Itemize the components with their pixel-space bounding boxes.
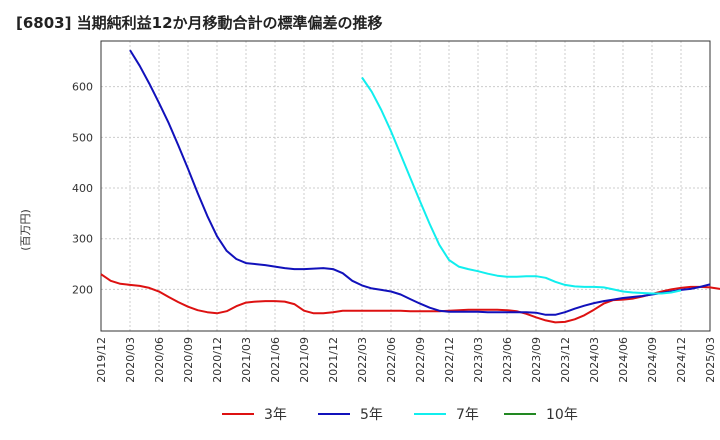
x-tick-label: 2024/12 xyxy=(675,337,688,383)
x-tick-label: 2025/03 xyxy=(704,337,717,383)
y-tick-label: 300 xyxy=(72,233,93,246)
x-tick-label: 2022/12 xyxy=(443,337,456,383)
x-tick-label: 2024/03 xyxy=(588,337,601,383)
x-tick-label: 2024/09 xyxy=(646,337,659,383)
legend-label: 5年 xyxy=(360,407,383,423)
plot-frame xyxy=(100,40,711,332)
series-line-2 xyxy=(129,49,711,316)
x-tick-label: 2023/09 xyxy=(530,337,543,383)
y-tick-label: 600 xyxy=(72,81,93,94)
y-tick-label: 200 xyxy=(72,283,93,296)
x-tick-label: 2024/06 xyxy=(617,337,630,383)
legend-label: 3年 xyxy=(264,407,287,423)
x-tick-label: 2023/06 xyxy=(501,337,514,383)
x-tick-label: 2019/12 xyxy=(95,337,108,383)
y-tick-label: 500 xyxy=(72,131,93,144)
x-tick-label: 2022/06 xyxy=(385,337,398,383)
x-tick-label: 2021/09 xyxy=(298,337,311,383)
x-tick-label: 2022/03 xyxy=(356,337,369,383)
x-tick-label: 2021/12 xyxy=(327,337,340,383)
legend-label: 7年 xyxy=(456,407,479,423)
series-line-3 xyxy=(361,76,682,295)
x-tick-label: 2021/06 xyxy=(269,337,282,383)
x-tick-label: 2023/03 xyxy=(472,337,485,383)
x-tick-label: 2020/12 xyxy=(211,337,224,383)
legend-label: 10年 xyxy=(546,407,578,423)
chart-title: [6803] 当期純利益12か月移動合計の標準偏差の推移 xyxy=(16,14,383,32)
x-tick-label: 2022/09 xyxy=(414,337,427,383)
x-tick-label: 2020/06 xyxy=(153,337,166,383)
x-tick-label: 2021/03 xyxy=(240,337,253,383)
y-tick-label: 400 xyxy=(72,182,93,195)
x-tick-label: 2020/09 xyxy=(182,337,195,383)
x-tick-label: 2020/03 xyxy=(124,337,137,383)
x-tick-label: 2023/12 xyxy=(559,337,572,383)
